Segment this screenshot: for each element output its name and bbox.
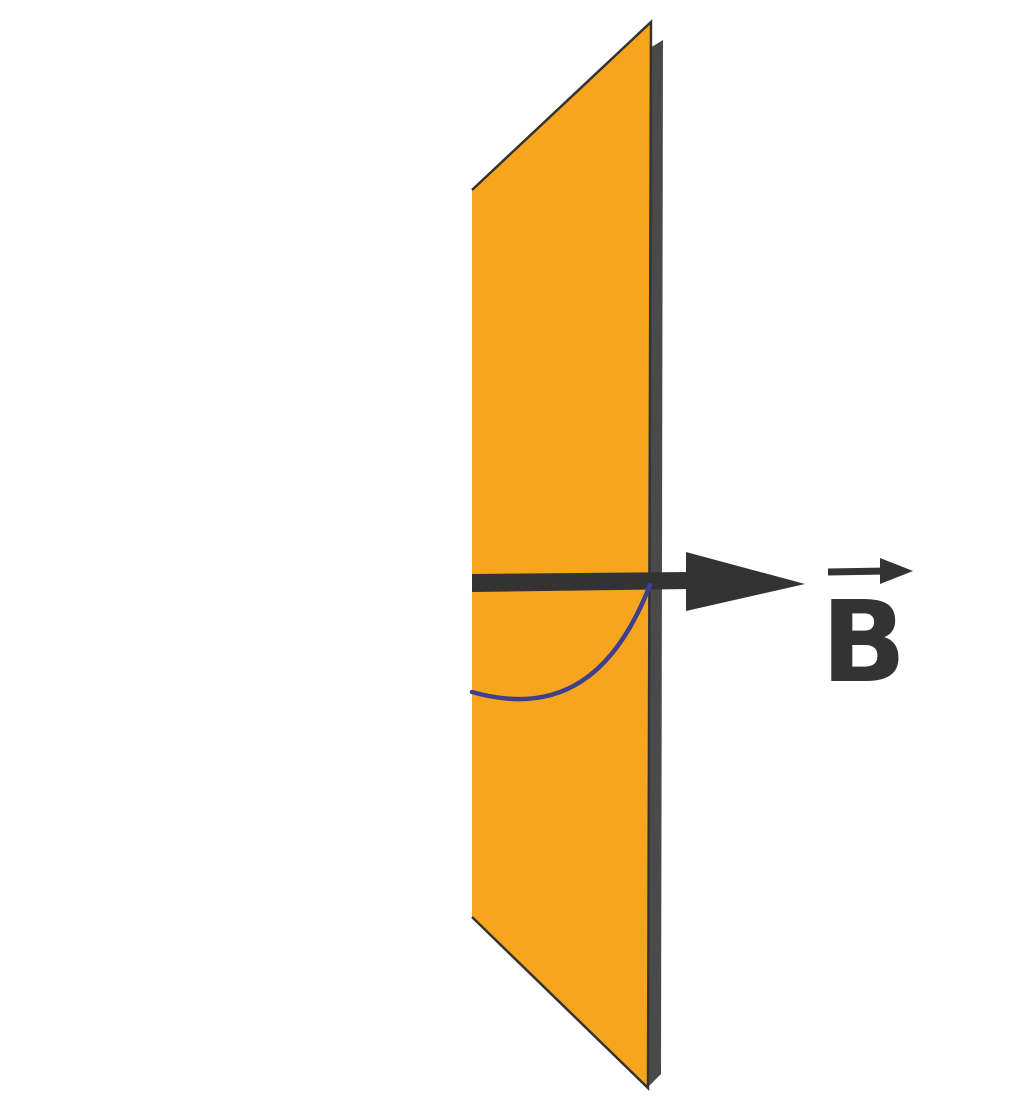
field-arrow-shaft [472, 572, 690, 592]
angle-arc [469, 582, 653, 702]
arrow-right-icon [686, 552, 805, 611]
plate-edge [648, 40, 663, 1087]
plate-outline [471, 19, 653, 1091]
plate-face [472, 22, 651, 1088]
field-vector-label: B [821, 578, 906, 708]
vector-over-arrow-shaft [827, 567, 887, 576]
vector-over-arrow-icon [880, 558, 913, 584]
